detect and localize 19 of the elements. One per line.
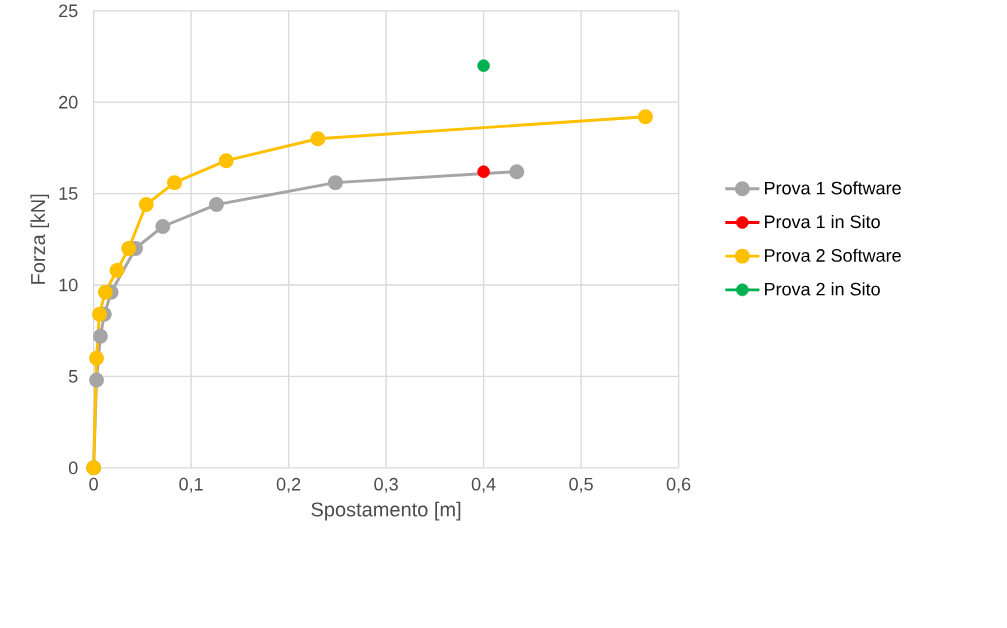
x-tick-label: 0,6 xyxy=(666,477,691,493)
legend-label: Prova 2 Software xyxy=(765,248,901,262)
legend-label: Prova 1 in Sito xyxy=(765,214,880,229)
y-tick-label: 0 xyxy=(68,461,78,475)
x-axis-title: Spostamento [m] xyxy=(311,501,461,521)
y-tick-label: 25 xyxy=(59,4,78,18)
x-tick-label: 0,1 xyxy=(179,477,203,493)
y-axis-title: Forza [kN] xyxy=(30,194,50,284)
y-tick-label: 10 xyxy=(59,278,78,292)
x-tick-label: 0,3 xyxy=(374,477,398,493)
x-tick-label: 0,4 xyxy=(471,477,496,493)
legend-label: Prova 1 Software xyxy=(765,181,901,195)
y-tick-label: 5 xyxy=(68,370,78,383)
y-tick-label: 15 xyxy=(59,187,78,200)
x-tick-label: 0 xyxy=(89,477,98,491)
x-tick-label: 0,2 xyxy=(276,477,301,493)
x-tick-label: 0,5 xyxy=(569,477,593,493)
legend-label: Prova 2 in Sito xyxy=(765,282,880,296)
y-tick-label: 20 xyxy=(59,95,78,109)
